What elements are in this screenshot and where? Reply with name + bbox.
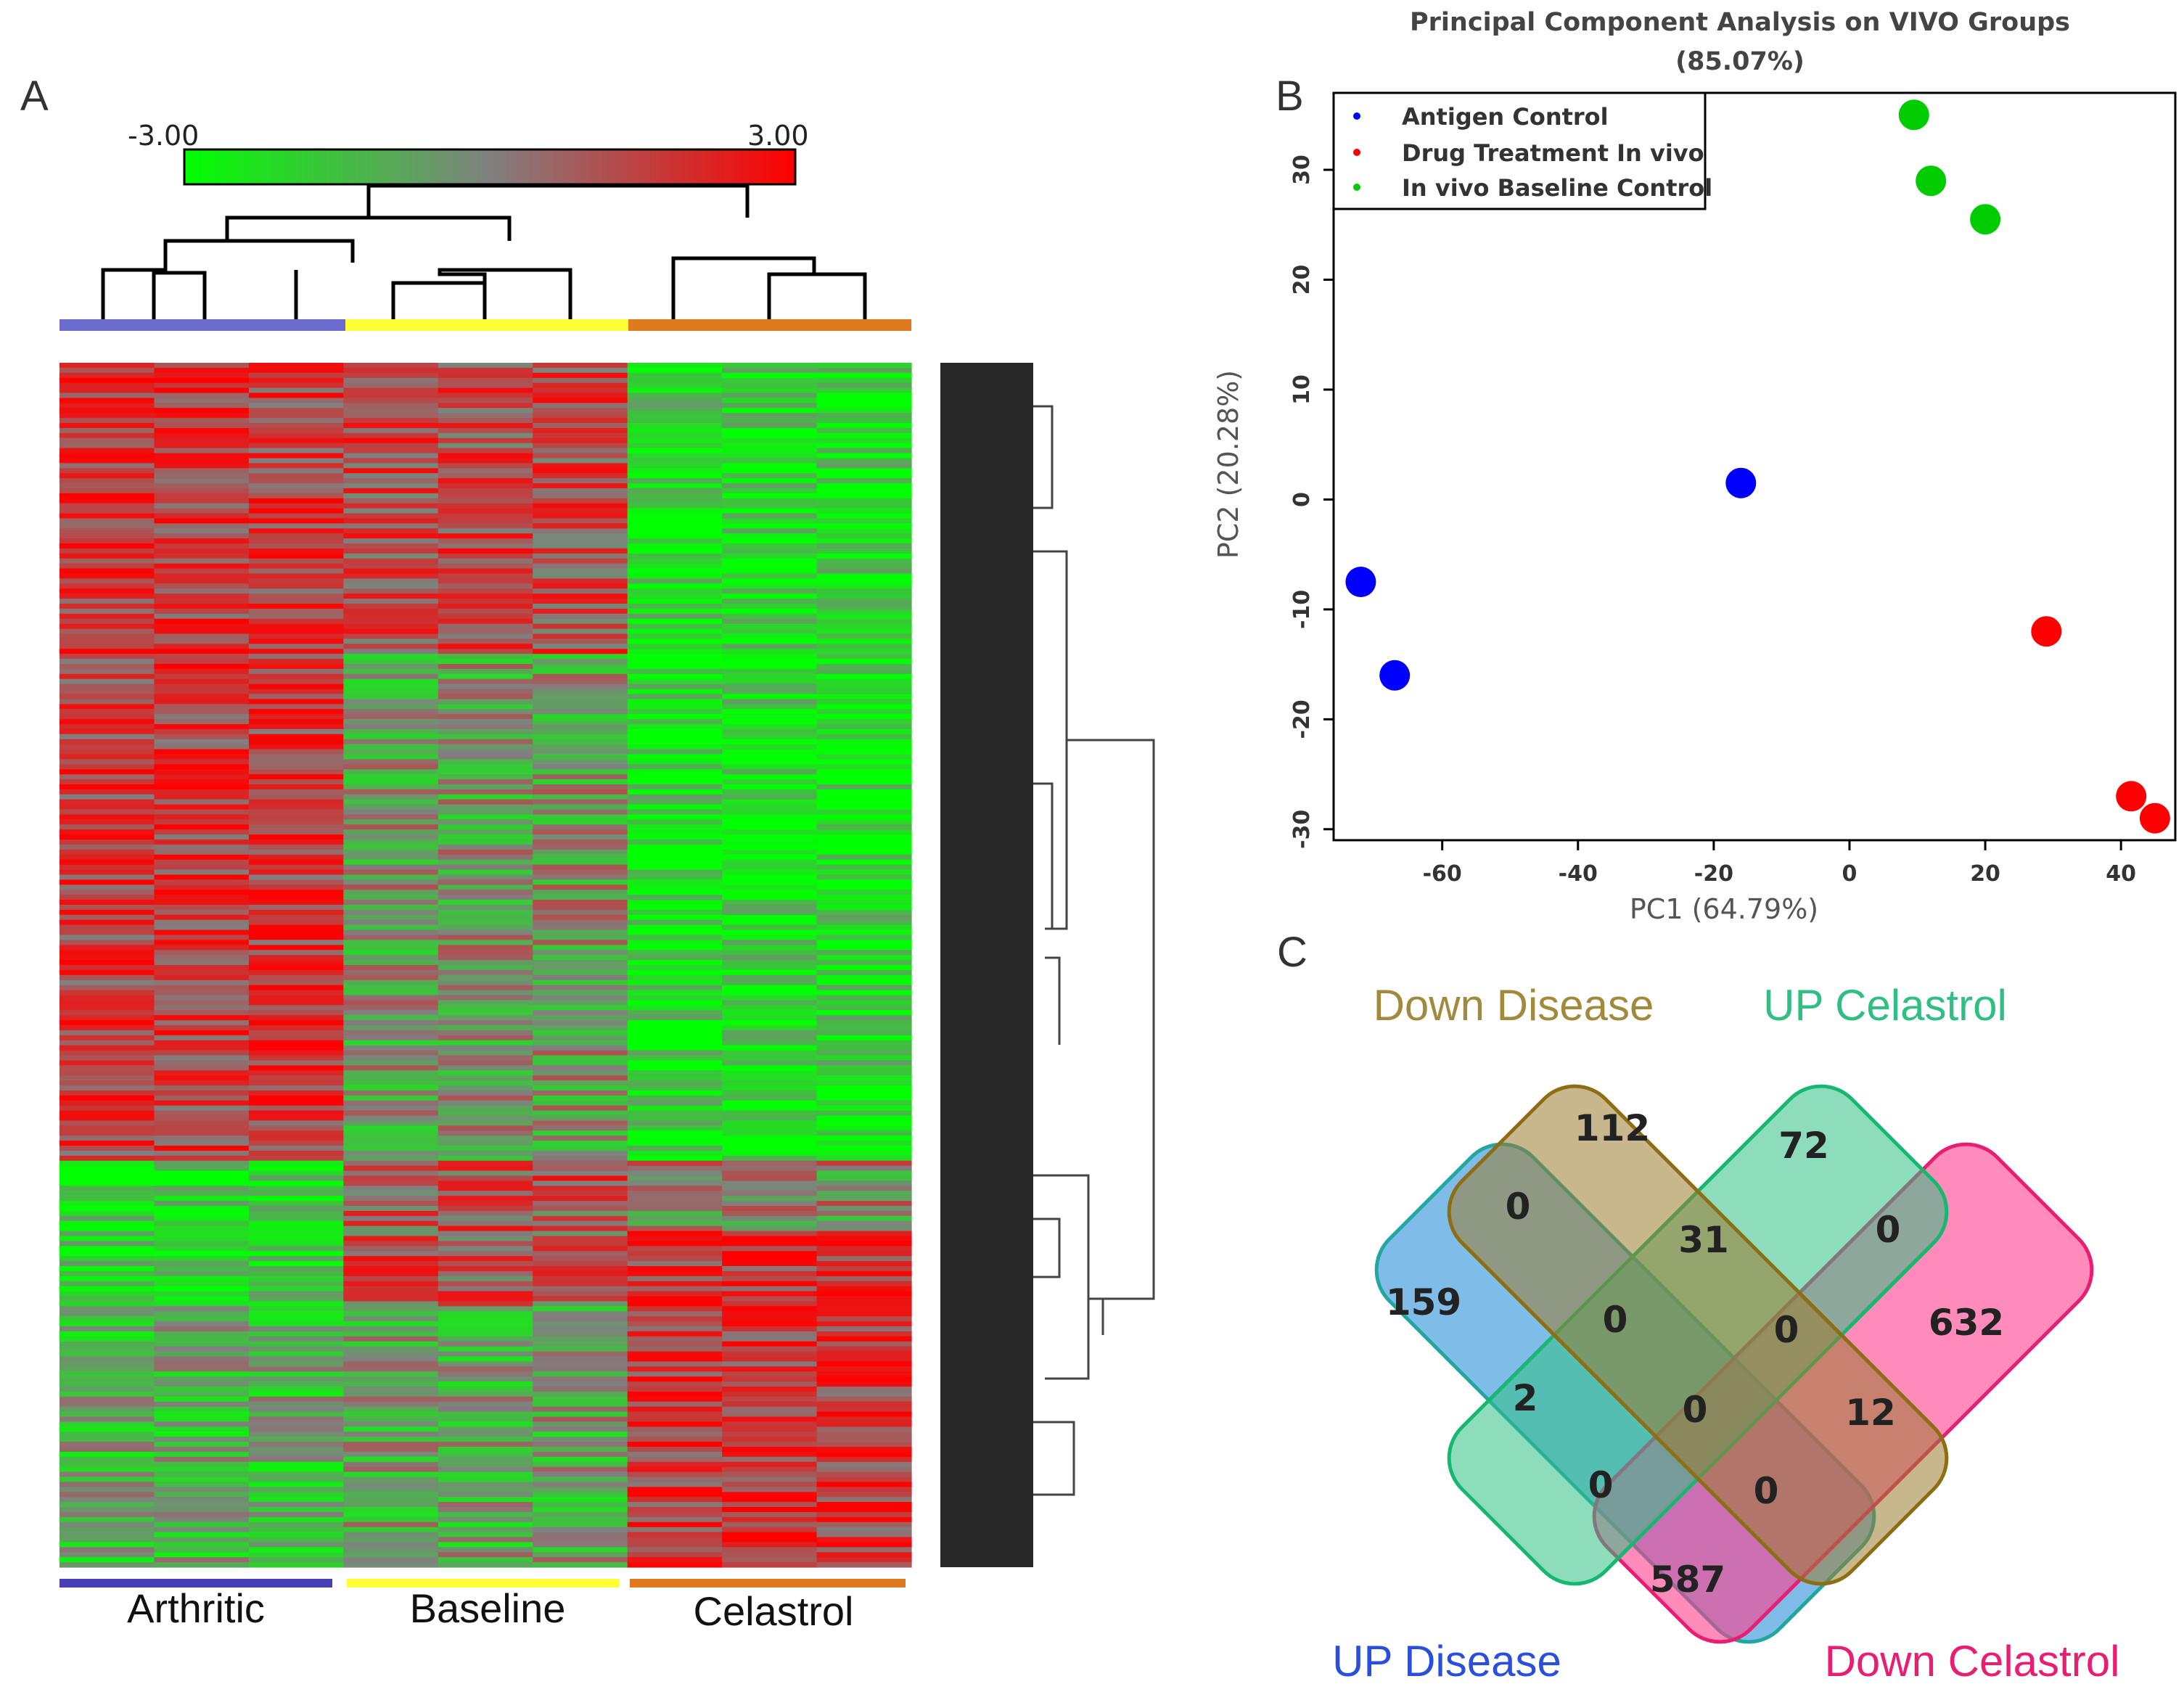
- heatmap-panel: A -3.00 3.00: [20, 73, 1155, 1634]
- pca-point: [1725, 467, 1757, 498]
- venn-value-updis-downdis: 0: [1506, 1186, 1531, 1228]
- pca-points: [1345, 99, 2170, 834]
- venn-title-down-celastrol: Down Celastrol: [1825, 1637, 2120, 1685]
- pca-y-tick-label: 20: [1289, 265, 1315, 295]
- venn-value-upcel-downcel: 0: [1876, 1209, 1901, 1251]
- pca-y-tick-label: -10: [1289, 590, 1315, 629]
- pca-title: Principal Component Analysis on VIVO Gro…: [1410, 8, 2070, 37]
- pca-plot-frame: [1332, 91, 2177, 842]
- venn-value-downdis-upcel: 31: [1678, 1219, 1729, 1261]
- venn-title-down-disease: Down Disease: [1374, 981, 1654, 1030]
- pca-legend: Antigen Control Drug Treatment In vivo I…: [1332, 91, 1712, 210]
- venn-panel: C Down Disease UP Celastrol UP Disease D…: [1277, 929, 2119, 1685]
- venn-shapes: [1374, 1084, 2094, 1644]
- colorbar-min-label: -3.00: [128, 120, 199, 152]
- venn-value-updis-downdis-upcel: 0: [1603, 1299, 1628, 1341]
- colorbar: -3.00 3.00: [128, 120, 809, 186]
- pca-x-axis-label: PC1 (64.79%): [1630, 893, 1818, 925]
- colorbar-gradient: [183, 148, 797, 186]
- pca-y-tick-label: -30: [1289, 810, 1315, 849]
- venn-value-up-celastrol: 72: [1778, 1125, 1829, 1167]
- pca-y-tick-label: 0: [1289, 492, 1315, 507]
- colorbar-max-label: 3.00: [747, 120, 809, 152]
- pca-axes: -60 -40 -20 0 20 40 30 20 10 0 -10 -20 -30: [1289, 155, 2136, 887]
- top-bar-celastrol: [628, 319, 911, 331]
- pca-x-tick-label: 20: [1970, 861, 2000, 887]
- venn-value-updis-downdis-downcel: 0: [1754, 1470, 1779, 1512]
- pca-y-tick-label: 10: [1289, 374, 1315, 405]
- pca-y-tick-label: -20: [1289, 699, 1315, 739]
- pca-subtitle: (85.07%): [1675, 47, 1805, 76]
- bottom-bar-celastrol: [630, 1579, 906, 1588]
- venn-value-updis-upcel-downcel: 0: [1588, 1464, 1614, 1506]
- group-label-arthritic: Arthritic: [127, 1585, 265, 1631]
- venn-value-down-celastrol: 632: [1929, 1302, 2004, 1344]
- column-dendrogram: [101, 184, 867, 319]
- pca-point: [1898, 99, 1929, 131]
- pca-x-tick-label: 0: [1842, 861, 1857, 887]
- legend-marker-baseline: [1353, 184, 1360, 191]
- pca-x-tick-label: 40: [2106, 861, 2136, 887]
- venn-value-all-four: 0: [1683, 1389, 1708, 1431]
- pca-point: [1379, 660, 1411, 691]
- pca-legend-box: [1332, 91, 1707, 210]
- pca-point: [2139, 802, 2170, 834]
- group-label-baseline: Baseline: [410, 1585, 566, 1631]
- pca-x-tick-label: -40: [1559, 861, 1598, 887]
- bottom-bar-arthritic: [59, 1579, 332, 1588]
- pca-point: [1345, 567, 1376, 597]
- heatmap-matrix: [59, 363, 912, 1568]
- pca-point: [1970, 204, 2001, 235]
- legend-label-baseline: In vivo Baseline Control: [1402, 174, 1712, 202]
- pca-point: [2116, 781, 2147, 812]
- panel-a-letter: A: [20, 73, 49, 120]
- bottom-bar-baseline: [347, 1579, 620, 1588]
- venn-value-up-disease: 159: [1386, 1281, 1461, 1323]
- top-bar-baseline: [345, 319, 628, 331]
- venn-value-updis-upcel: 2: [1513, 1377, 1538, 1419]
- legend-label-antigen: Antigen Control: [1402, 103, 1609, 131]
- panel-b-letter: B: [1276, 73, 1304, 120]
- top-bar-arthritic: [59, 319, 345, 331]
- pca-y-tick-label: 30: [1289, 155, 1315, 185]
- group-label-celastrol: Celastrol: [694, 1588, 854, 1634]
- legend-marker-drug: [1353, 149, 1360, 156]
- legend-label-drug: Drug Treatment In vivo: [1402, 139, 1704, 167]
- pca-point: [2031, 616, 2062, 647]
- venn-value-down-disease: 112: [1575, 1107, 1650, 1149]
- pca-y-axis-label: PC2 (20.28%): [1212, 370, 1244, 559]
- venn-title-up-celastrol: UP Celastrol: [1763, 981, 2007, 1030]
- pca-panel: Principal Component Analysis on VIVO Gro…: [1212, 8, 2177, 925]
- venn-title-up-disease: UP Disease: [1332, 1637, 1561, 1685]
- panel-c-letter: C: [1277, 929, 1307, 976]
- venn-value-downdis-upcel-downcel: 0: [1774, 1309, 1799, 1351]
- venn-region-values: 112 72 159 632 0 31 0 0 0 2 0 12 0 0 587: [1386, 1107, 2004, 1601]
- row-dendrogram: [940, 363, 1155, 1567]
- venn-value-updis-downcel: 587: [1650, 1558, 1725, 1601]
- pca-x-tick-label: -20: [1694, 861, 1733, 887]
- legend-marker-antigen: [1353, 112, 1360, 120]
- venn-value-downdis-downcel: 12: [1845, 1392, 1896, 1434]
- pca-x-tick-label: -60: [1423, 861, 1462, 887]
- venn-shape-down-disease: [1447, 1084, 1949, 1586]
- pca-point: [1916, 165, 1947, 197]
